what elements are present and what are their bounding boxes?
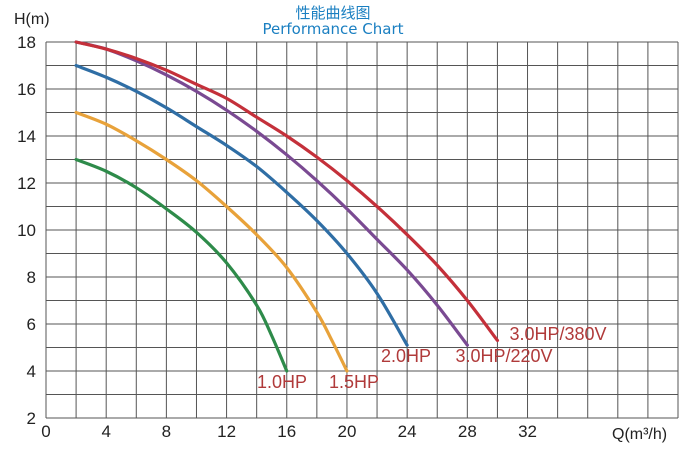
y-tick-label: 2 xyxy=(27,409,36,428)
series-label-3-0hp-380v: 3.0HP/380V xyxy=(509,324,606,344)
curve-2-0hp xyxy=(74,63,409,347)
y-tick-label: 12 xyxy=(17,174,36,193)
x-tick-label: 12 xyxy=(217,422,236,441)
grid xyxy=(45,41,679,419)
x-tick-label: 20 xyxy=(337,422,356,441)
x-tick-label: 24 xyxy=(398,422,417,441)
y-tick-label: 6 xyxy=(27,315,36,334)
x-tick-label: 4 xyxy=(101,422,110,441)
y-tick-label: 4 xyxy=(27,362,36,381)
y-tick-label: 18 xyxy=(17,33,36,52)
x-tick-label: 32 xyxy=(518,422,537,441)
y-tick-label: 16 xyxy=(17,80,36,99)
curve-1-0hp xyxy=(74,157,289,373)
series-curves xyxy=(74,40,500,373)
y-tick-label: 14 xyxy=(17,127,36,146)
series-label-2-0hp: 2.0HP xyxy=(381,346,431,366)
x-tick-label: 8 xyxy=(162,422,171,441)
x-tick-label: 0 xyxy=(41,422,50,441)
curve-3-0hp-380v xyxy=(74,40,500,343)
x-tick-label: 16 xyxy=(277,422,296,441)
chart-title: 性能曲线图 xyxy=(295,4,370,22)
y-tick-label: 10 xyxy=(17,221,36,240)
series-label-1-5hp: 1.5HP xyxy=(329,372,379,392)
curve-1-5hp xyxy=(74,110,349,373)
curve-3-0hp-220v xyxy=(74,40,469,347)
series-label-3-0hp-220v: 3.0HP/220V xyxy=(455,346,552,366)
x-tick-label: 28 xyxy=(458,422,477,441)
x-axis-label: Q(m³/h) xyxy=(612,426,667,443)
series-label-1-0hp: 1.0HP xyxy=(257,372,307,392)
y-tick-label: 8 xyxy=(27,268,36,287)
y-axis-label: H(m) xyxy=(14,11,50,28)
chart-subtitle: Performance Chart xyxy=(262,20,403,38)
